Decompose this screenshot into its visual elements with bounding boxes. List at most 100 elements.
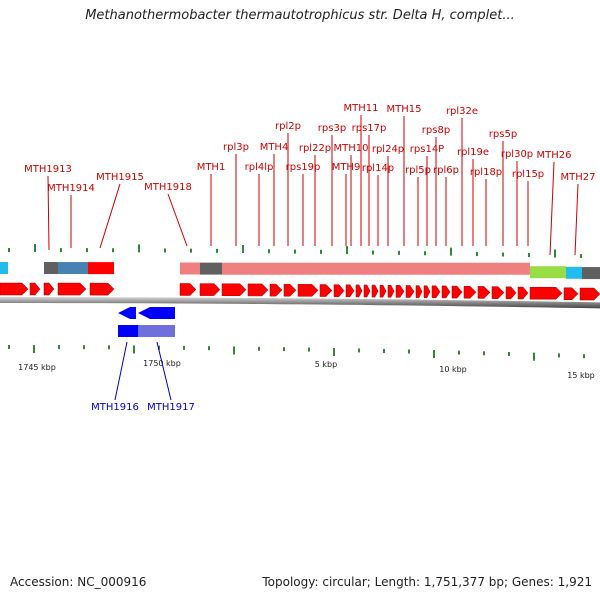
- scale-label: 1750 kbp: [143, 359, 181, 368]
- gene-label: MTH10: [334, 143, 369, 154]
- tick-mark: [528, 253, 530, 258]
- tick-mark: [408, 349, 410, 354]
- forward-gene-arrow: [477, 286, 491, 299]
- tick-mark: [133, 345, 135, 354]
- tick-mark: [258, 346, 260, 351]
- gene-label: MTH1917: [147, 402, 195, 413]
- forward-gene-arrow: [179, 283, 197, 296]
- reverse-gene-arrow: [118, 307, 136, 319]
- tick-mark: [580, 254, 582, 259]
- tick-mark: [424, 251, 426, 256]
- tick-mark: [308, 347, 310, 352]
- forward-gene-arrow: [415, 285, 423, 298]
- label-leader-line: [156, 341, 172, 401]
- forward-gene-arrow: [297, 284, 319, 297]
- gene-label: MTH1914: [47, 183, 95, 194]
- tick-mark: [533, 352, 535, 361]
- tick-mark: [502, 252, 504, 257]
- forward-gene-arrow: [363, 284, 371, 298]
- scale-label: 10 kbp: [439, 365, 467, 374]
- tick-mark: [372, 250, 374, 255]
- forward-gene-arrow: [43, 282, 55, 296]
- scale-ticks: [8, 244, 585, 361]
- tick-mark: [8, 248, 10, 253]
- gene-label: rpl14p: [362, 163, 394, 174]
- reverse-gene-block: [118, 325, 138, 337]
- feature-block: [582, 267, 600, 280]
- map-title: Methanothermobacter thermautotrophicus s…: [85, 8, 515, 23]
- gene-label: MTH27: [561, 172, 596, 183]
- tick-mark: [233, 346, 235, 355]
- tick-mark: [320, 249, 322, 254]
- label-leader-line: [167, 193, 188, 247]
- forward-gene-arrow: [387, 285, 395, 298]
- gene-label: rps8p: [422, 125, 450, 136]
- forward-gene-arrow: [441, 285, 451, 299]
- label-leader-line: [549, 161, 555, 256]
- tick-mark: [58, 345, 60, 350]
- forward-gene-arrow: [0, 282, 29, 296]
- forward-gene-arrow: [89, 282, 115, 296]
- gene-label: MTH1: [197, 162, 226, 173]
- label-leader-line: [47, 175, 50, 251]
- feature-block: [58, 262, 88, 275]
- tick-mark: [483, 351, 485, 356]
- tick-mark: [83, 345, 85, 350]
- forward-gene-arrow: [423, 285, 431, 298]
- feature-block: [222, 262, 530, 275]
- gene-label: rpl18p: [470, 167, 502, 178]
- backbone-arc: [0, 297, 600, 309]
- forward-gene-arrow: [405, 285, 415, 298]
- tick-mark: [398, 250, 400, 255]
- scale-label: 5 kbp: [315, 360, 337, 369]
- tick-mark: [458, 350, 460, 355]
- gene-label: MTH11: [344, 103, 379, 114]
- tick-mark: [294, 249, 296, 254]
- forward-gene-arrow: [247, 283, 269, 297]
- genome-backbone: [0, 297, 600, 309]
- feature-block: [200, 262, 222, 275]
- forward-gene-arrow: [563, 287, 579, 301]
- forward-gene-arrow: [29, 282, 41, 296]
- accession-text: Accession: NC_000916: [10, 575, 147, 589]
- tick-mark: [183, 345, 185, 350]
- label-leader-line: [99, 183, 121, 249]
- gene-label: rpl30p: [501, 149, 533, 160]
- feature-block: [530, 266, 566, 279]
- gene-label: rpl24p: [372, 144, 404, 155]
- gene-label: rpl4lp: [245, 162, 274, 173]
- tick-mark: [508, 351, 510, 356]
- gene-label: rps17p: [352, 123, 387, 134]
- gene-label: rpl19e: [457, 147, 489, 158]
- gene-label: rps3p: [318, 123, 346, 134]
- gene-label: rpl2p: [275, 121, 301, 132]
- forward-gene-arrow: [463, 285, 477, 299]
- tick-mark: [283, 347, 285, 352]
- gene-label: MTH1918: [144, 182, 192, 193]
- tick-mark: [86, 248, 88, 253]
- feature-block: [566, 266, 582, 279]
- label-leader-lines: [47, 115, 579, 401]
- gene-label: MTH1916: [91, 402, 139, 413]
- reverse-gene-arrow: [138, 307, 175, 319]
- gene-label: rpl15p: [512, 169, 544, 180]
- forward-gene-arrow: [451, 285, 463, 299]
- feature-block: [44, 262, 58, 275]
- forward-gene-arrow: [283, 283, 297, 297]
- forward-gene-arrow: [379, 284, 387, 298]
- tick-mark: [208, 346, 210, 351]
- forward-gene-arrow: [333, 284, 345, 297]
- gene-features: [0, 262, 600, 337]
- forward-gene-arrow: [579, 287, 600, 301]
- forward-gene-arrow: [221, 283, 247, 296]
- forward-gene-arrow: [199, 283, 221, 296]
- gene-label: MTH4: [260, 142, 289, 153]
- forward-gene-arrow: [319, 284, 333, 297]
- gene-label: MTH1913: [24, 164, 72, 175]
- gene-label: MTH1915: [96, 172, 144, 183]
- gene-label: rpl32e: [446, 106, 478, 117]
- scale-label: 1745 kbp: [18, 363, 56, 372]
